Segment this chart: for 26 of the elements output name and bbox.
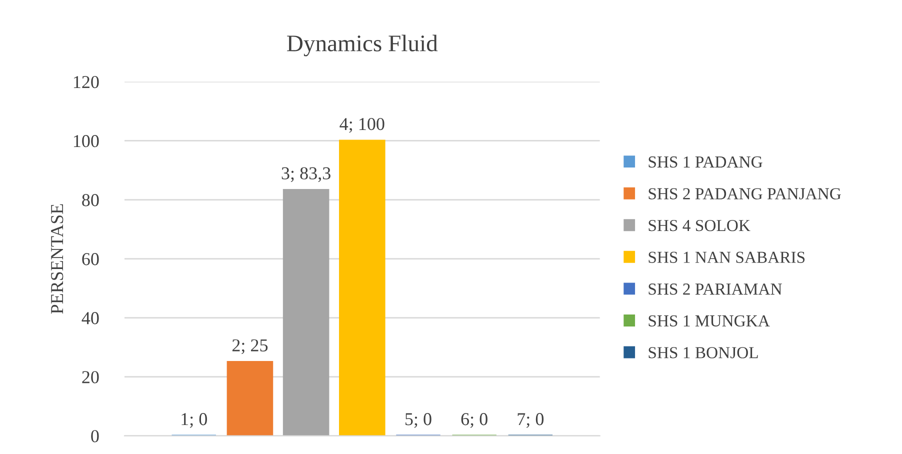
chart-title: Dynamics Fluid — [287, 34, 438, 56]
bar — [282, 188, 330, 436]
bar — [226, 361, 274, 436]
data-label: 6; 0 — [461, 413, 488, 428]
data-label: 3; 83,3 — [282, 167, 330, 182]
y-tick-label: 120 — [74, 76, 99, 88]
y-tick-label: 20 — [82, 371, 99, 384]
data-label: 5; 0 — [406, 413, 432, 428]
y-axis-title: PERSENTASE — [51, 204, 64, 314]
data-label: 2; 25 — [232, 339, 268, 354]
legend-label: SHS 1 BONJOL — [648, 347, 758, 358]
bar — [339, 140, 386, 436]
legend-label: SHS 1 PADANG — [648, 156, 762, 168]
data-label: 1; 0 — [182, 413, 207, 428]
data-label: 4; 100 — [340, 118, 384, 133]
y-tick-label: 100 — [74, 134, 99, 148]
y-tick-label: 0 — [91, 430, 99, 442]
y-tick-label: 80 — [82, 194, 99, 206]
data-label: 7; 0 — [518, 413, 544, 428]
y-tick-label: 60 — [82, 253, 99, 266]
legend-label: SHS 1 NAN SABARIS — [648, 252, 805, 263]
legend-label: SHS 4 SOLOK — [648, 220, 750, 232]
legend-label: SHS 2 PARIAMAN — [648, 284, 782, 295]
legend-label: SHS 1 MUNGKA — [648, 315, 770, 327]
y-tick-label: 40 — [82, 312, 99, 324]
legend-label: SHS 2 PADANG PANJANG — [648, 188, 841, 200]
